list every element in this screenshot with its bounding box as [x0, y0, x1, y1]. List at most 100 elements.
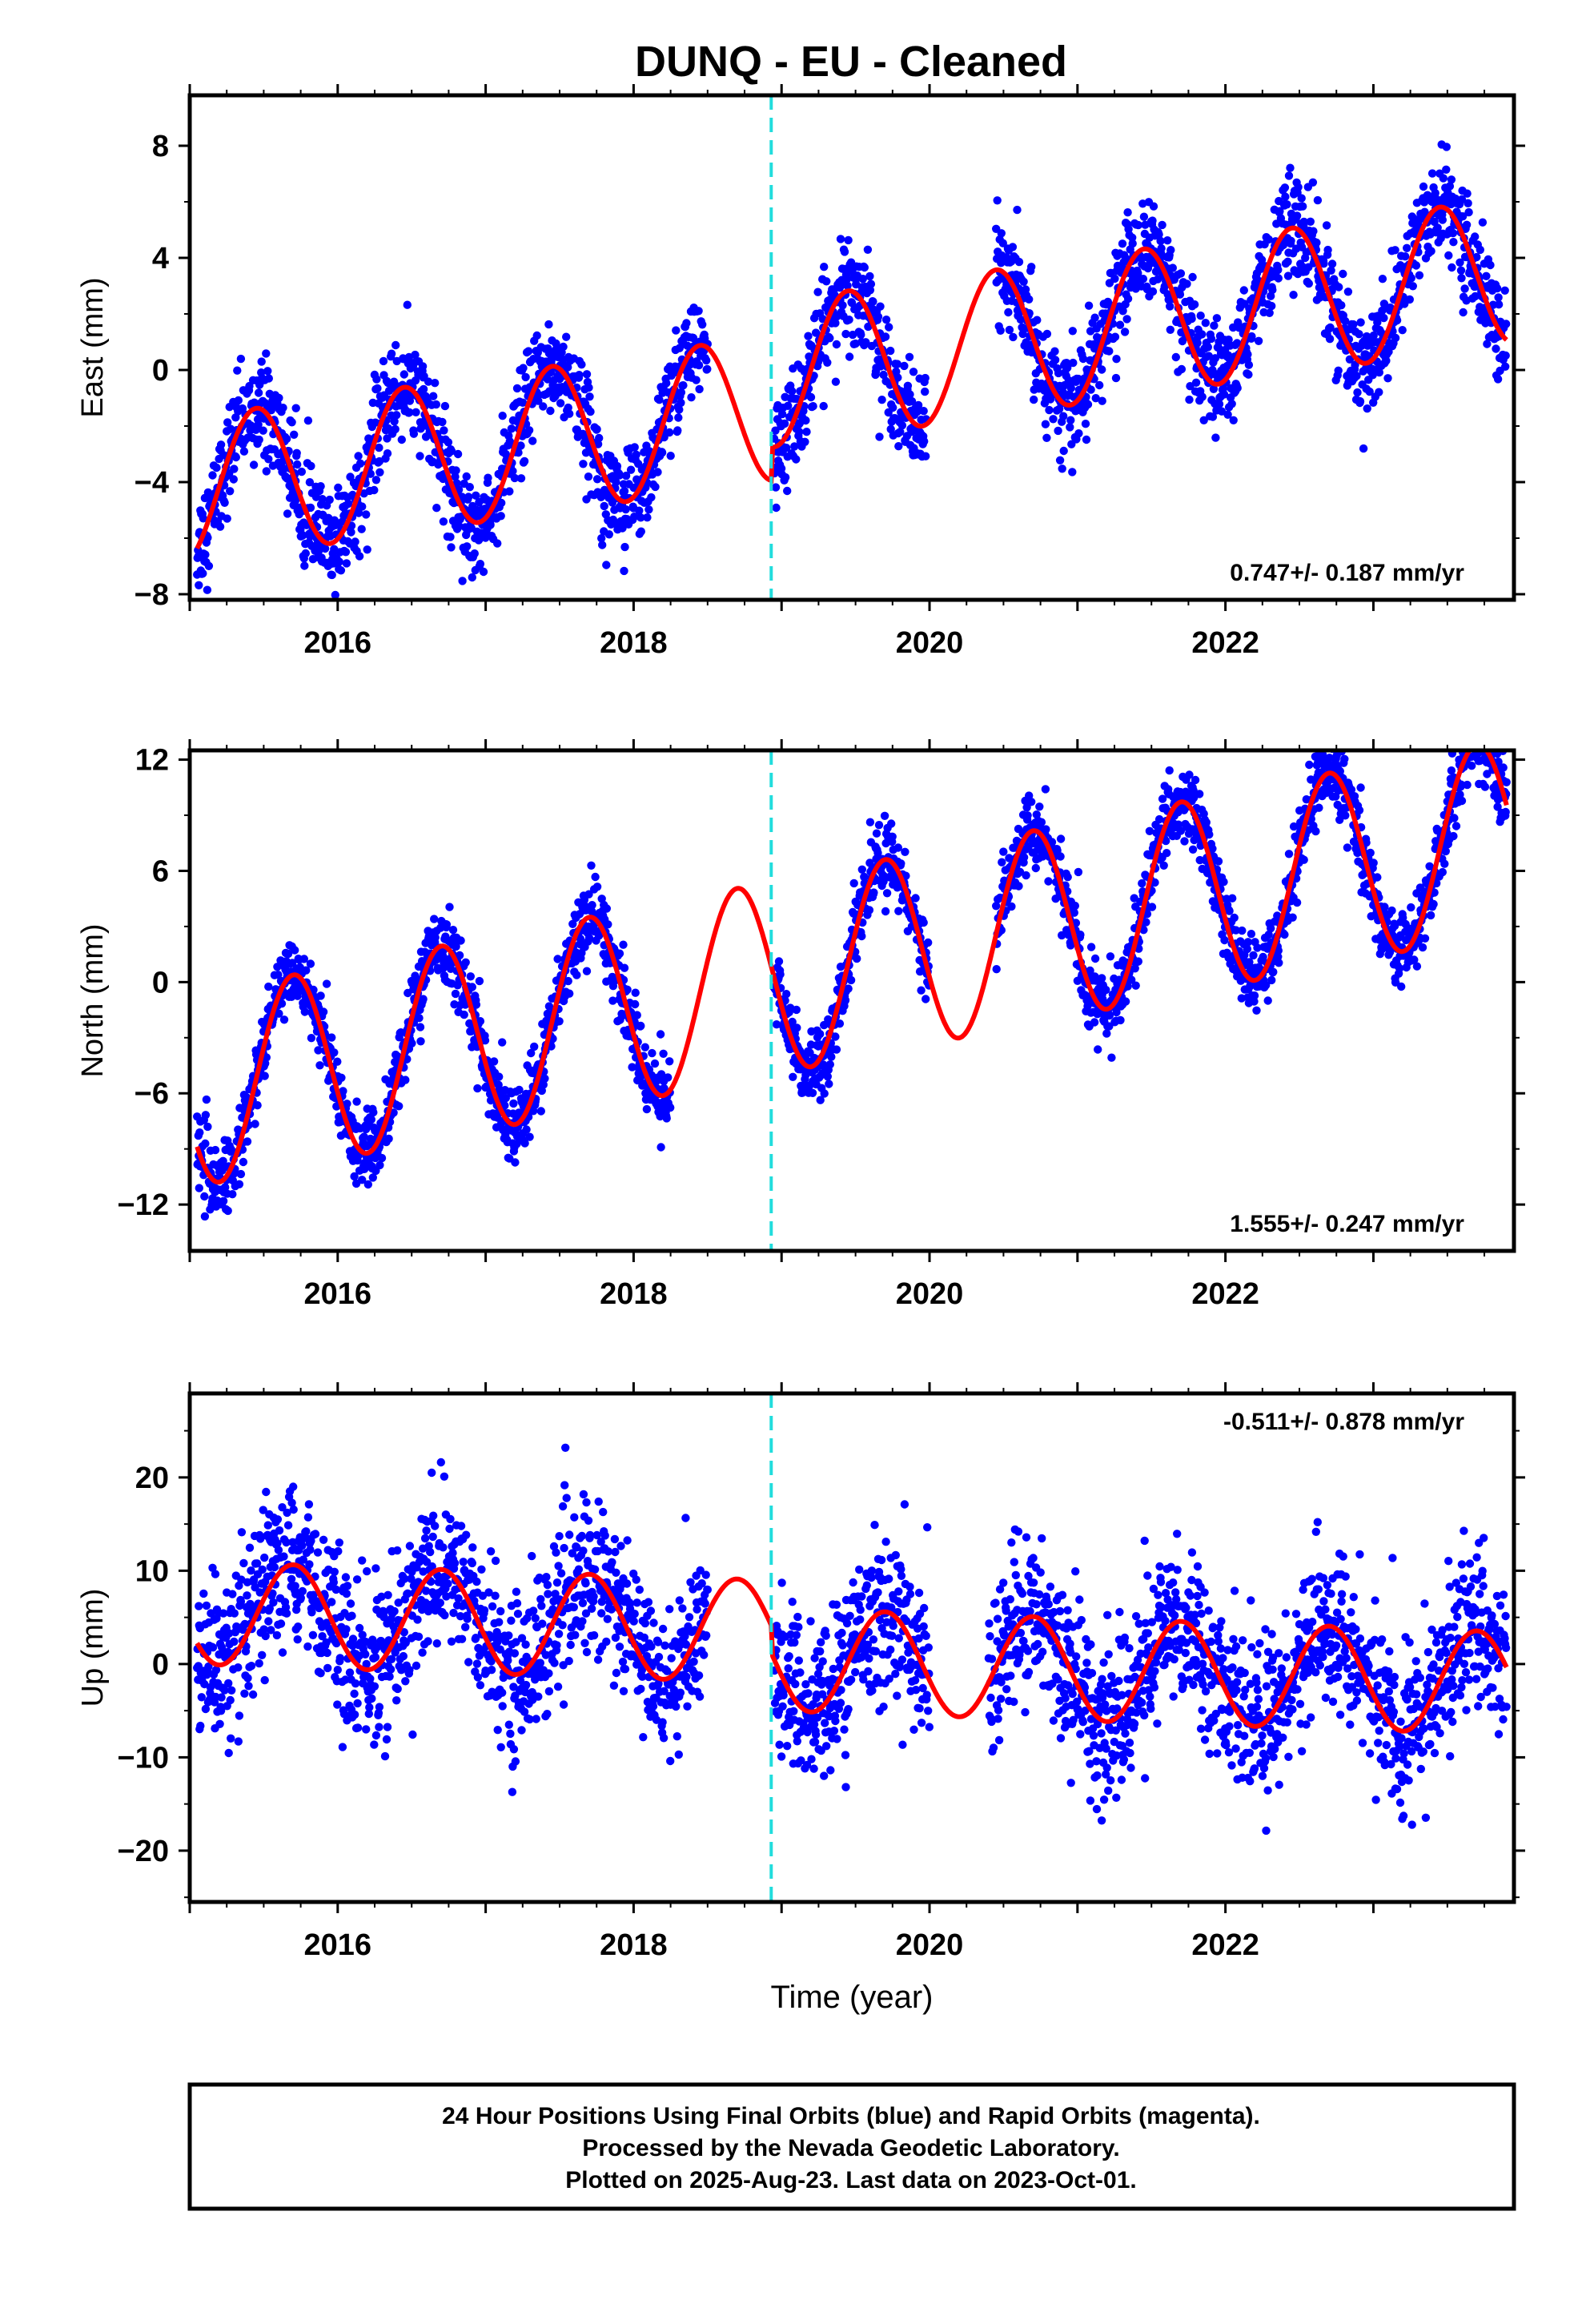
data-point [201, 1111, 211, 1120]
data-point [893, 373, 902, 382]
data-point [243, 1137, 252, 1146]
data-point [564, 363, 572, 372]
data-point [497, 498, 506, 508]
data-point [1444, 251, 1453, 260]
data-point [877, 396, 886, 404]
data-point [1305, 760, 1314, 770]
data-point [694, 307, 703, 316]
data-point [1027, 263, 1036, 271]
data-point [893, 360, 902, 368]
data-point [666, 1103, 675, 1112]
data-point [472, 491, 480, 500]
data-point [615, 471, 624, 480]
y-tick-label: 4 [152, 242, 169, 275]
data-point [819, 401, 828, 411]
data-point [865, 271, 874, 281]
data-point [301, 549, 310, 558]
data-point [221, 1183, 230, 1192]
data-point [476, 560, 485, 569]
data-point [451, 472, 460, 481]
data-point [1327, 259, 1337, 268]
y-tick-label: 8 [152, 130, 169, 163]
data-point [885, 323, 893, 332]
data-point [905, 390, 914, 399]
data-point [1287, 236, 1295, 245]
data-point [509, 1099, 518, 1108]
data-point [992, 902, 1001, 911]
data-point [203, 533, 212, 542]
data-point [582, 370, 592, 379]
data-point [1022, 803, 1031, 812]
data-point [832, 1045, 841, 1054]
data-point [1190, 300, 1199, 309]
data-point [1056, 834, 1066, 843]
data-point [1027, 798, 1036, 806]
data-point [325, 495, 334, 505]
data-point [1195, 855, 1204, 865]
data-point [239, 1157, 248, 1167]
data-point [391, 340, 400, 350]
data-point [468, 573, 476, 582]
data-point [1074, 429, 1083, 438]
data-point [790, 442, 799, 451]
data-point [1162, 836, 1170, 846]
data-point [1163, 236, 1172, 245]
data-point [836, 235, 845, 243]
data-point [998, 858, 1006, 866]
data-point [1220, 935, 1229, 945]
data-point [462, 472, 471, 481]
data-point [1274, 265, 1283, 275]
data-point [1098, 365, 1106, 374]
data-point [1025, 295, 1034, 304]
data-point [316, 991, 325, 1000]
data-point [438, 417, 447, 427]
data-point [585, 392, 594, 401]
data-point [795, 428, 804, 436]
data-point [1004, 308, 1013, 317]
data-point [1378, 275, 1387, 283]
data-point [1392, 316, 1402, 325]
data-point [1494, 300, 1504, 309]
data-point [1227, 400, 1236, 408]
data-point [903, 381, 913, 390]
data-point [858, 275, 868, 283]
data-point [911, 894, 920, 903]
data-point [581, 448, 591, 457]
data-point [1013, 205, 1022, 215]
data-point [1325, 754, 1334, 762]
data-point [632, 450, 640, 459]
data-point [1237, 994, 1247, 1003]
data-point [1118, 239, 1127, 248]
data-point [900, 361, 909, 371]
data-point [510, 473, 520, 483]
data-point [1176, 826, 1186, 835]
data-point [371, 476, 381, 485]
data-point [451, 989, 460, 999]
data-point [431, 379, 440, 388]
data-point [873, 848, 882, 858]
data-point [909, 368, 918, 376]
data-point [1447, 263, 1456, 272]
data-point [588, 901, 596, 910]
data-point [631, 999, 640, 1009]
data-point [1208, 844, 1217, 854]
data-point [1041, 420, 1050, 428]
data-point [653, 468, 662, 476]
data-point [1438, 215, 1447, 224]
data-point [1193, 339, 1202, 348]
data-point [1189, 786, 1198, 795]
data-point [1267, 301, 1276, 311]
data-point [1386, 303, 1395, 312]
data-point [886, 346, 895, 356]
data-point [496, 512, 505, 521]
data-point [640, 1043, 649, 1051]
data-point [363, 545, 371, 554]
data-point [1074, 867, 1083, 877]
data-point [501, 1093, 510, 1103]
data-point [369, 1108, 378, 1117]
data-point [1411, 261, 1421, 270]
data-point [565, 409, 574, 418]
data-point [1265, 308, 1274, 317]
data-point [275, 1009, 283, 1018]
data-point [202, 1095, 211, 1104]
